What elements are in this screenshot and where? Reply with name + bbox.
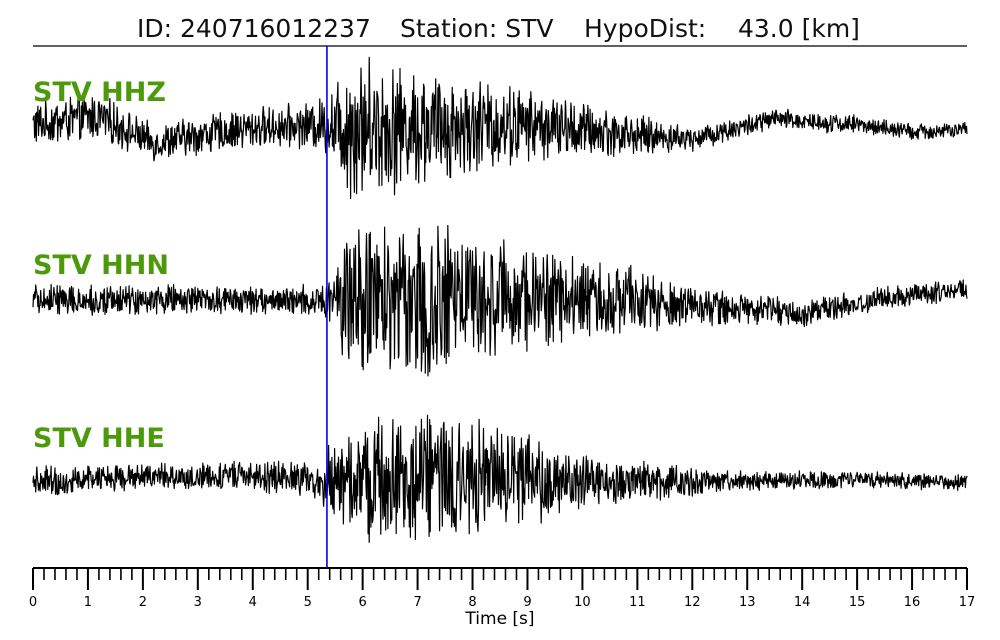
tick-label: 0 bbox=[29, 595, 37, 610]
tick-label: 9 bbox=[523, 595, 531, 610]
tick-label: 6 bbox=[359, 595, 367, 610]
channel-label-hhz: STV HHZ bbox=[33, 77, 166, 108]
trace-hhz bbox=[32, 56, 968, 200]
event-id-title: ID: 240716012237 bbox=[137, 14, 371, 43]
trace-hhn bbox=[32, 224, 968, 377]
time-axis: 0 1 2 3 4 5 6 7 8 9 10 11 12 13 14 15 16 17 bbox=[29, 567, 976, 610]
station-title: Station: STV bbox=[400, 14, 554, 43]
tick-label: 17 bbox=[959, 595, 976, 610]
tick-label: 10 bbox=[574, 595, 591, 610]
channel-label-hhe: STV HHE bbox=[33, 423, 165, 454]
tick-label: 13 bbox=[739, 595, 756, 610]
channel-label-hhn: STV HHN bbox=[33, 250, 169, 281]
hypodist-title: HypoDist: 43.0 [km] bbox=[584, 14, 860, 43]
tick-label: 5 bbox=[304, 595, 312, 610]
waveform-traces bbox=[32, 56, 968, 543]
tick-label: 4 bbox=[249, 595, 257, 610]
tick-label: 11 bbox=[629, 595, 646, 610]
trace-hhe bbox=[32, 414, 968, 543]
tick-label: 16 bbox=[904, 595, 921, 610]
tick-label: 7 bbox=[413, 595, 421, 610]
tick-label: 3 bbox=[194, 595, 202, 610]
tick-label: 8 bbox=[468, 595, 476, 610]
tick-label: 12 bbox=[684, 595, 701, 610]
tick-label: 15 bbox=[849, 595, 866, 610]
tick-label: 2 bbox=[139, 595, 147, 610]
tick-label: 14 bbox=[794, 595, 811, 610]
x-axis-label: Time [s] bbox=[464, 609, 534, 629]
tick-label: 1 bbox=[84, 595, 92, 610]
